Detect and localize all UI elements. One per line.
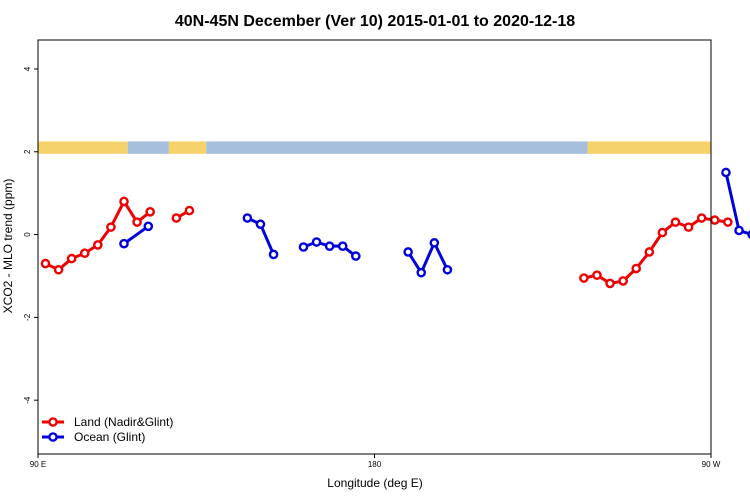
y-axis: -4 -2 0 2 4 bbox=[23, 66, 38, 404]
ocean-series-line-4 bbox=[724, 172, 750, 236]
ocean-point-3-0 bbox=[403, 247, 413, 257]
ocean-point-3-2 bbox=[429, 238, 440, 248]
ocean-point-3-1 bbox=[416, 267, 427, 278]
ocean-point-2-1 bbox=[311, 237, 322, 247]
y-tick-label-2: 0 bbox=[23, 232, 32, 237]
x-axis-label: Longitude (deg E) bbox=[327, 476, 422, 490]
land-point-2-11 bbox=[723, 217, 733, 227]
land-point-2-8 bbox=[683, 222, 694, 232]
x-tick-label-0: 90 E bbox=[30, 460, 46, 469]
surface-band-land-2 bbox=[168, 141, 207, 154]
land-point-0-2 bbox=[66, 253, 77, 264]
land-point-2-7 bbox=[670, 217, 681, 227]
land-point-2-1 bbox=[592, 270, 602, 280]
land-point-2-10 bbox=[709, 215, 720, 225]
y-tick-label-3: 2 bbox=[23, 149, 32, 154]
ocean-point-4-0 bbox=[721, 167, 731, 178]
land-point-2-6 bbox=[657, 227, 668, 238]
land-point-1-1 bbox=[184, 205, 195, 216]
x-tick-label-1: 180 bbox=[368, 460, 382, 469]
land-point-0-1 bbox=[53, 264, 64, 275]
land-point-2-0 bbox=[579, 273, 589, 283]
land-point-0-3 bbox=[79, 248, 90, 259]
ocean-point-1-1 bbox=[255, 219, 266, 230]
ocean-point-2-0 bbox=[298, 242, 309, 252]
y-tick-label-1: -2 bbox=[23, 313, 32, 321]
land-point-0-5 bbox=[106, 222, 116, 232]
land-point-1-0 bbox=[171, 213, 182, 223]
chart-title: 40N-45N December (Ver 10) 2015-01-01 to … bbox=[175, 13, 575, 30]
legend-marker-land bbox=[48, 417, 58, 427]
plot-frame bbox=[37, 39, 712, 455]
land-point-2-4 bbox=[631, 263, 642, 274]
x-tick-label-2: 90 W bbox=[702, 460, 721, 469]
surface-band-ocean-3 bbox=[206, 141, 588, 154]
ocean-series-line-0 bbox=[123, 225, 150, 245]
legend-label-ocean: Ocean (Glint) bbox=[74, 430, 145, 444]
land-point-2-3 bbox=[618, 276, 628, 286]
land-point-0-6 bbox=[119, 196, 129, 207]
surface-band-land-0 bbox=[38, 141, 128, 154]
x-axis: 90 E 180 90 W bbox=[30, 454, 721, 469]
surface-band-ocean-1 bbox=[127, 141, 169, 154]
ocean-point-2-4 bbox=[351, 251, 361, 261]
y-tick-label-4: 4 bbox=[23, 66, 32, 71]
ocean-point-0-0 bbox=[119, 238, 129, 249]
surface-band-land-4 bbox=[587, 141, 711, 154]
land-point-0-0 bbox=[40, 258, 51, 269]
legend-marker-ocean bbox=[48, 432, 58, 442]
y-axis-label: XCO2 - MLO trend (ppm) bbox=[1, 179, 15, 314]
ocean-point-0-1 bbox=[143, 221, 154, 232]
ocean-point-2-2 bbox=[324, 241, 335, 251]
land-point-2-5 bbox=[644, 247, 655, 257]
land-series-line-2 bbox=[583, 216, 729, 286]
ocean-point-3-3 bbox=[442, 264, 453, 275]
surface-band bbox=[38, 141, 711, 154]
land-point-0-8 bbox=[145, 207, 155, 217]
legend: Land (Nadir&Glint)Ocean (Glint) bbox=[42, 415, 173, 444]
legend-label-land: Land (Nadir&Glint) bbox=[74, 415, 173, 429]
ocean-point-1-2 bbox=[268, 249, 279, 260]
ocean-series-line-3 bbox=[406, 239, 449, 276]
plot-series bbox=[40, 167, 750, 289]
land-point-2-9 bbox=[696, 213, 707, 223]
ocean-point-1-0 bbox=[242, 213, 253, 223]
land-point-0-4 bbox=[93, 240, 103, 250]
land-point-0-7 bbox=[132, 217, 142, 227]
y-tick-label-0: -4 bbox=[23, 396, 32, 404]
land-point-2-2 bbox=[605, 278, 615, 289]
ocean-point-4-1 bbox=[734, 225, 744, 236]
ocean-point-2-3 bbox=[337, 241, 348, 251]
